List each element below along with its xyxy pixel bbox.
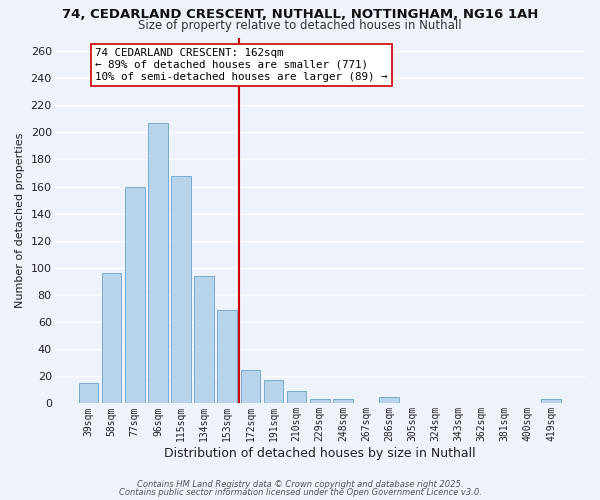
Bar — [79, 383, 98, 404]
Bar — [287, 391, 307, 404]
Text: 74 CEDARLAND CRESCENT: 162sqm
← 89% of detached houses are smaller (771)
10% of : 74 CEDARLAND CRESCENT: 162sqm ← 89% of d… — [95, 48, 388, 82]
Text: Contains HM Land Registry data © Crown copyright and database right 2025.: Contains HM Land Registry data © Crown c… — [137, 480, 463, 489]
X-axis label: Distribution of detached houses by size in Nuthall: Distribution of detached houses by size … — [164, 447, 476, 460]
Bar — [379, 396, 399, 404]
Bar — [541, 400, 561, 404]
Bar — [148, 123, 168, 404]
Bar — [310, 400, 329, 404]
Text: Size of property relative to detached houses in Nuthall: Size of property relative to detached ho… — [138, 19, 462, 32]
Bar — [125, 186, 145, 404]
Bar — [194, 276, 214, 404]
Y-axis label: Number of detached properties: Number of detached properties — [15, 133, 25, 308]
Bar — [102, 274, 121, 404]
Text: Contains public sector information licensed under the Open Government Licence v3: Contains public sector information licen… — [119, 488, 481, 497]
Bar — [264, 380, 283, 404]
Text: 74, CEDARLAND CRESCENT, NUTHALL, NOTTINGHAM, NG16 1AH: 74, CEDARLAND CRESCENT, NUTHALL, NOTTING… — [62, 8, 538, 20]
Bar — [217, 310, 237, 404]
Bar — [333, 400, 353, 404]
Bar — [171, 176, 191, 404]
Bar — [241, 370, 260, 404]
